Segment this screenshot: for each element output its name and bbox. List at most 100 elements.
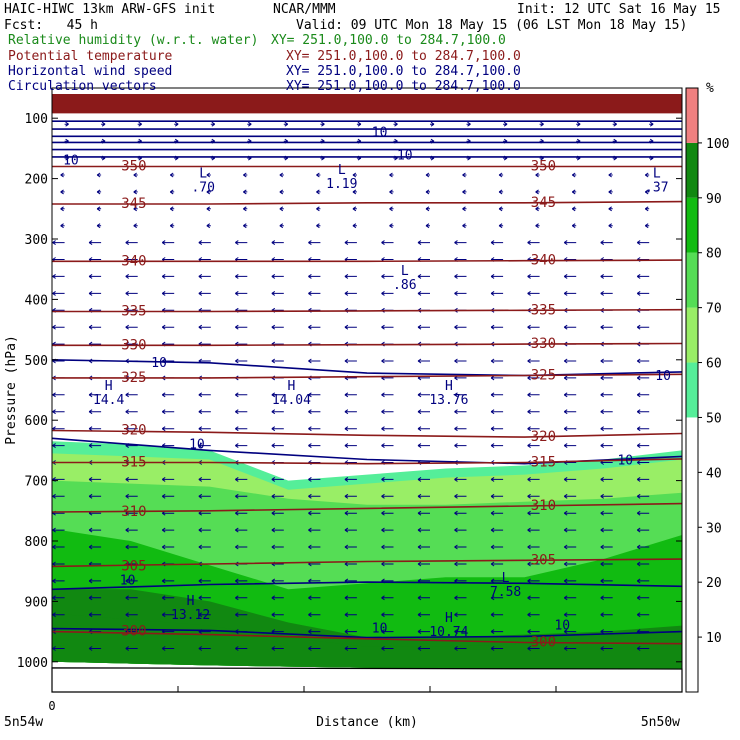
wind-vector	[636, 578, 650, 584]
wind-vector	[563, 476, 577, 482]
wind-vector	[88, 426, 102, 432]
wind-vector	[490, 392, 504, 398]
wind-vector	[600, 561, 613, 567]
wind-vector	[417, 476, 430, 482]
wind-vector	[490, 443, 504, 449]
wind-vector	[527, 324, 540, 330]
wind-vector	[417, 629, 430, 635]
wind-vector	[454, 544, 467, 550]
wind-vector	[417, 646, 430, 651]
wind-vector	[235, 443, 248, 449]
wind-vector	[381, 561, 394, 567]
wind-vector	[527, 240, 540, 246]
wind-vector	[198, 493, 211, 499]
x-right-location: 5n50w	[641, 715, 680, 730]
wind-vector	[454, 646, 467, 651]
colorbar-unit: %	[706, 81, 714, 96]
wind-vector	[96, 189, 102, 195]
wind-vector	[133, 223, 138, 229]
wind-vector	[271, 358, 284, 364]
wind-vector	[344, 476, 357, 482]
wind-vector	[198, 646, 211, 651]
wind-vector	[600, 443, 613, 449]
wind-vector	[283, 121, 289, 127]
theta-label: 310	[531, 498, 556, 514]
wind-vector	[381, 443, 394, 449]
rh-band-90-low	[52, 613, 682, 669]
wind-vector	[52, 392, 65, 398]
wind-vector	[490, 646, 504, 651]
wind-vector	[52, 290, 65, 296]
wind-vector	[417, 324, 430, 330]
colorbar-tick-label: 10	[706, 631, 722, 646]
y-tick-label: 1000	[17, 656, 48, 671]
wind-vector	[454, 273, 467, 279]
x-left-location: 5n54w	[4, 715, 43, 730]
wind-vector	[636, 460, 650, 465]
wind-vector	[271, 578, 284, 584]
wind-vector	[527, 443, 540, 449]
wind-vector	[563, 290, 577, 296]
extremum-marker: H	[445, 379, 453, 394]
wind-vector	[425, 189, 430, 195]
wind-vector	[454, 443, 467, 449]
wind-vector	[316, 189, 321, 195]
wind-vector	[600, 527, 613, 533]
wind-vector	[161, 544, 175, 550]
wind-vector	[60, 206, 65, 212]
colorbar-frame	[685, 87, 699, 693]
wind-vector	[52, 646, 65, 651]
wind-vector	[600, 646, 613, 651]
wind-vector	[52, 273, 65, 279]
wind-vector	[381, 544, 394, 550]
header-title: HAIC-HIWC 13km ARW-GFS init	[4, 2, 216, 17]
wind-vector	[235, 409, 248, 415]
wind-vector	[636, 409, 650, 415]
wind-vector	[527, 510, 540, 516]
wind-vector	[279, 189, 284, 195]
theta-line	[52, 200, 683, 205]
wind-vector	[125, 273, 138, 279]
legend-label: Relative humidity (w.r.t. water)	[8, 33, 259, 48]
wind-vector	[636, 527, 650, 533]
wind-vector	[490, 240, 504, 246]
wind-vector	[125, 290, 138, 296]
wind-vector	[161, 392, 175, 398]
wind-vector	[137, 121, 142, 127]
wind-vector	[417, 358, 430, 364]
wind-vector	[563, 426, 577, 432]
wind-vector	[316, 223, 321, 229]
wind-vector	[462, 206, 467, 212]
wind-vector	[161, 646, 175, 651]
theta-line	[51, 429, 683, 438]
legend-label: Horizontal wind speed	[8, 64, 173, 79]
legend-label: Circulation vectors	[8, 79, 157, 94]
wind-vector	[161, 493, 175, 499]
wind-vector	[96, 223, 102, 229]
wind-vector	[271, 476, 284, 482]
header-valid: Valid: 09 UTC Mon 18 May 15 (06 LST Mon …	[296, 18, 688, 33]
colorbar-tick-label: 100	[706, 137, 729, 152]
wind-vector	[649, 121, 654, 127]
wind-vector	[235, 646, 248, 651]
wind-vector	[527, 409, 540, 415]
wind-vector	[430, 121, 435, 127]
extremum-value: 10.74	[429, 625, 468, 640]
wind-vector	[198, 392, 211, 398]
theta-label: 320	[531, 429, 556, 445]
wind-vector	[133, 206, 138, 212]
wind-vector	[308, 426, 321, 432]
wind-vector	[454, 595, 467, 601]
wind-vector	[600, 578, 613, 584]
wind-vector	[636, 443, 650, 449]
y-tick-label: 500	[25, 354, 48, 369]
wind-vector	[389, 172, 394, 178]
wind-vector	[490, 324, 504, 330]
wind-vector	[356, 121, 362, 127]
wind-vector	[498, 172, 504, 178]
wind-vector	[344, 240, 357, 246]
wind-vector	[344, 392, 357, 398]
wind-vector	[527, 544, 540, 550]
wind-vector	[389, 206, 394, 212]
